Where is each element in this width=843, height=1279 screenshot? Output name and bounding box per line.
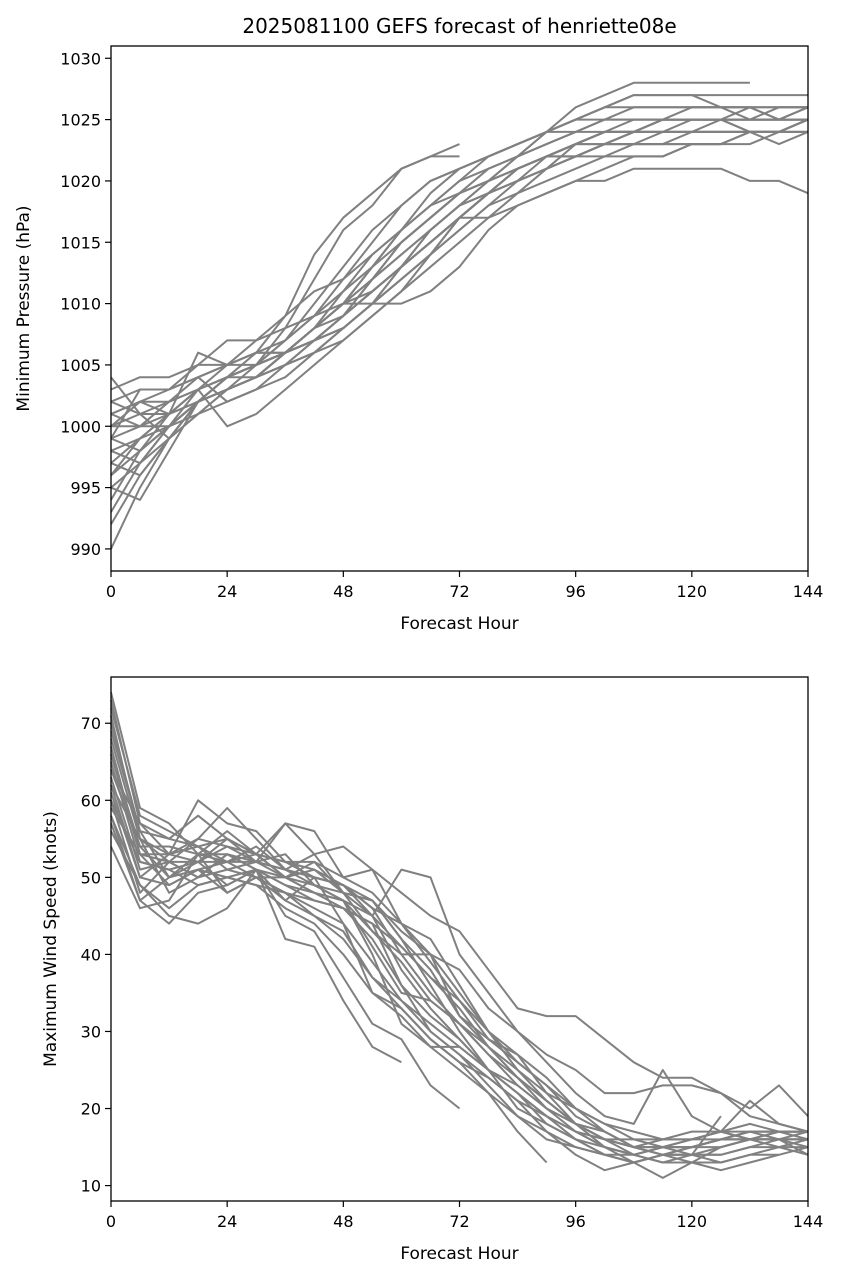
wind-y-tick-label: 60 — [81, 791, 101, 810]
pressure-series-line-22 — [110, 118, 808, 415]
wind-y-tick-label: 30 — [81, 1022, 101, 1041]
wind-series-line-10 — [110, 792, 779, 1164]
pressure-y-tick-label: 1000 — [60, 417, 101, 436]
pressure-series-line-20 — [110, 106, 809, 477]
wind-y-axis-label: Maximum Wind Speed (knots) — [41, 811, 61, 1067]
pressure-plot: 0 24 48 72 96 120 144 990 995 1000 1005 1010 1015 102… — [14, 45, 824, 634]
wind-series-line-8 — [110, 776, 809, 1156]
pressure-y-tick-label: 1015 — [60, 233, 101, 252]
wind-x-tick-label: 48 — [333, 1212, 353, 1231]
pressure-x-tick-label: 96 — [565, 582, 585, 601]
wind-x-tick-label: 120 — [677, 1212, 708, 1231]
pressure-series-line-10 — [110, 118, 809, 428]
wind-y-tick-label: 70 — [81, 714, 101, 733]
pressure-series-line-18 — [110, 118, 808, 428]
pressure-series-line-3 — [110, 94, 808, 513]
wind-series-line-24 — [110, 715, 808, 1149]
pressure-y-axis-label: Minimum Pressure (hPa) — [14, 205, 34, 411]
wind-y-tick-label: 50 — [81, 868, 101, 887]
pressure-series-line-6 — [110, 106, 808, 476]
pressure-x-tick-label: 72 — [449, 582, 469, 601]
wind-series-line-4 — [110, 738, 809, 1149]
wind-y-tick-label: 40 — [81, 945, 101, 964]
pressure-y-tick-label: 1025 — [60, 111, 101, 130]
wind-x-tick-label: 0 — [106, 1212, 116, 1231]
pressure-series-line-21 — [110, 106, 808, 501]
pressure-plot-frame — [110, 45, 809, 572]
pressure-x-axis-label: Forecast Hour — [400, 614, 518, 634]
wind-y-tick-label: 20 — [81, 1100, 101, 1119]
wind-x-axis-label: Forecast Hour — [400, 1244, 518, 1264]
wind-series-line-25 — [110, 699, 808, 1149]
chart-title: 2025081100 GEFS forecast of henriette08e — [242, 14, 676, 38]
wind-series-line-5 — [110, 753, 809, 1141]
wind-x-tick-label: 72 — [449, 1212, 469, 1231]
pressure-series-line-23 — [110, 118, 809, 440]
wind-series-line-20 — [110, 769, 808, 1164]
pressure-y-tick-label: 1005 — [60, 356, 101, 375]
pressure-y-tick-label: 995 — [70, 479, 101, 498]
pressure-series-line-4 — [110, 106, 808, 501]
pressure-x-tick-label: 120 — [677, 582, 708, 601]
pressure-y-tick-label: 1020 — [60, 172, 101, 191]
pressure-y-tick-label: 990 — [70, 540, 101, 559]
wind-y-tick-label: 10 — [81, 1177, 101, 1196]
pressure-x-tick-label: 0 — [106, 582, 116, 601]
pressure-series-line-11 — [110, 130, 809, 415]
wind-x-tick-label: 24 — [217, 1212, 237, 1231]
wind-x-tick-label: 96 — [565, 1212, 585, 1231]
wind-series-line-22 — [110, 746, 808, 1149]
wind-series-line-13 — [110, 815, 808, 1164]
wind-x-tick-label: 144 — [793, 1212, 824, 1231]
pressure-series-line-5 — [110, 118, 808, 489]
pressure-series-line-17 — [110, 106, 809, 477]
wind-series-line-15 — [110, 830, 461, 1110]
wind-series-line-1 — [110, 692, 809, 1156]
pressure-x-tick-label: 24 — [217, 582, 237, 601]
pressure-series-line-1 — [110, 143, 460, 550]
pressure-x-tick-label: 144 — [793, 582, 824, 601]
pressure-series-line-13 — [110, 106, 808, 391]
wind-plot: 0 24 48 72 96 120 144 10 20 30 40 50 60 70 Forecast Ho… — [41, 676, 824, 1264]
pressure-y-tick-label: 1030 — [60, 49, 101, 68]
pressure-series-line-25 — [110, 130, 808, 428]
wind-series-line-3 — [110, 722, 809, 1117]
wind-series-line-2 — [110, 707, 809, 1133]
pressure-y-tick-label: 1010 — [60, 295, 101, 314]
pressure-x-tick-label: 48 — [333, 582, 353, 601]
